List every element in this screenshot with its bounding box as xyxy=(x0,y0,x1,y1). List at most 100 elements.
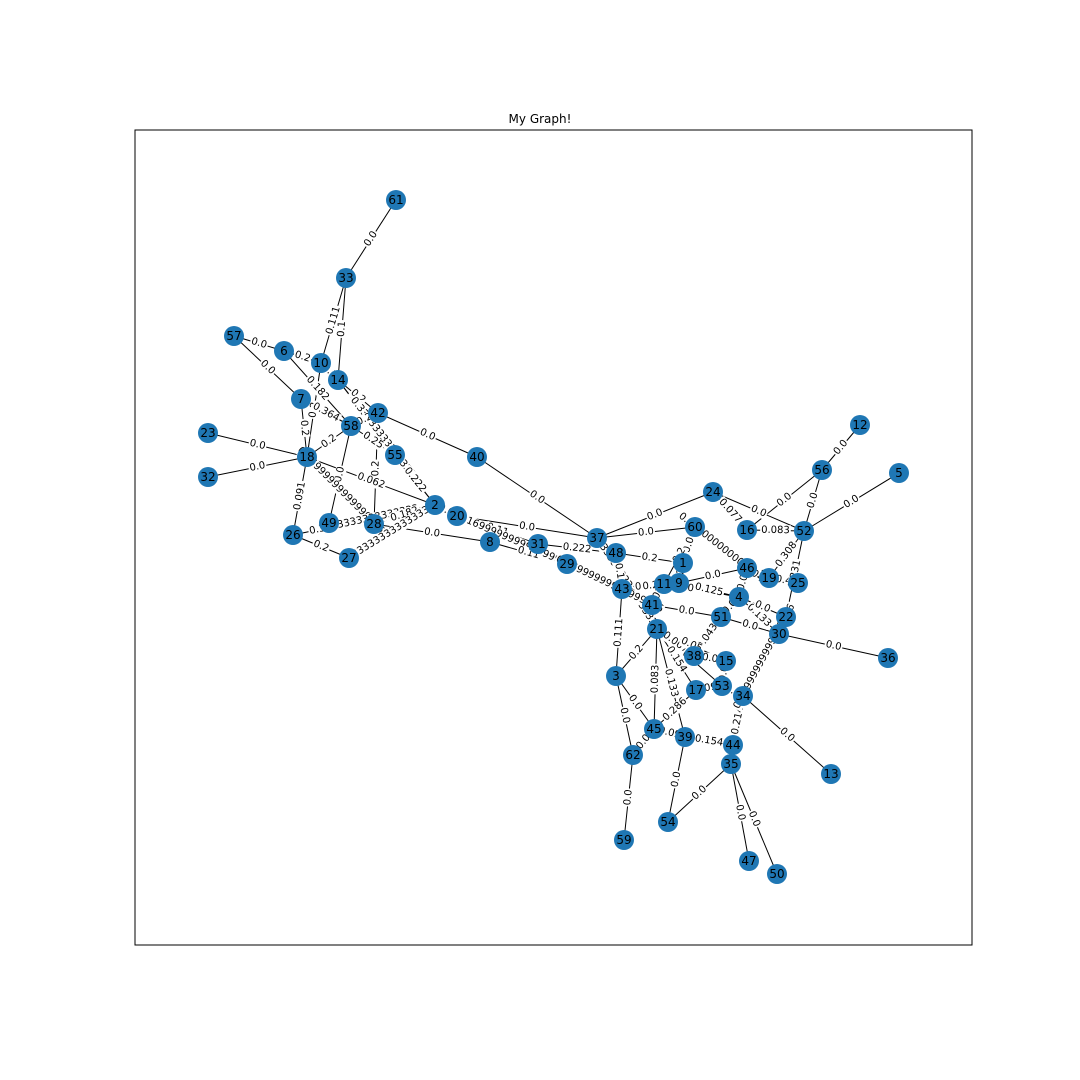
edge-label-group: 0.2 xyxy=(297,418,311,438)
edge-labels-layer: 0.00.1110.10.00.00.20.1820.10.20.20.5450… xyxy=(247,228,863,830)
node-circle xyxy=(850,415,870,435)
node-circle xyxy=(311,353,331,373)
node-29: 29 xyxy=(557,554,577,574)
edge-label-background xyxy=(626,642,647,663)
node-circle xyxy=(723,735,743,755)
edge-label-background xyxy=(517,520,537,534)
node-label: 54 xyxy=(660,815,675,829)
node-label: 28 xyxy=(366,517,381,531)
edge-label-background xyxy=(323,304,344,337)
edge-label: 0.0 xyxy=(622,789,635,806)
edge-label-group: 0.0 xyxy=(840,492,863,512)
node-circle xyxy=(297,447,317,467)
node-circle xyxy=(557,554,577,574)
edge-label: 0.133 xyxy=(662,668,680,698)
node-circle xyxy=(711,607,731,627)
node-label: 49 xyxy=(321,516,336,530)
node-55: 55 xyxy=(385,445,405,465)
node-57: 57 xyxy=(224,326,244,346)
node-52: 52 xyxy=(794,521,814,541)
node-33: 33 xyxy=(336,268,356,288)
node-54: 54 xyxy=(658,812,678,832)
node-circle xyxy=(776,607,796,627)
edge-label-group: 0.083 xyxy=(649,663,662,695)
edge-label-background xyxy=(292,349,313,365)
node-label: 38 xyxy=(686,649,701,663)
edge-label: 0.2 xyxy=(641,551,658,564)
node-circle xyxy=(385,445,405,465)
node-label: 30 xyxy=(771,627,786,641)
edge-label-background xyxy=(417,426,438,444)
edge-label-group: 0.0 xyxy=(361,228,381,250)
edge-label-background xyxy=(752,598,773,616)
edge-label-background xyxy=(561,541,593,556)
node-20: 20 xyxy=(447,506,467,526)
node-label: 12 xyxy=(852,418,867,432)
node-label: 33 xyxy=(338,271,353,285)
node-circle xyxy=(654,574,674,594)
edge-label-background xyxy=(291,479,309,513)
node-circle xyxy=(878,648,898,668)
node-circle xyxy=(712,676,732,696)
node-19: 19 xyxy=(759,568,779,588)
edge-label: 0.364 xyxy=(311,401,341,424)
node-label: 4 xyxy=(735,590,743,604)
node-circle xyxy=(368,403,388,423)
node-label: 59 xyxy=(616,833,631,847)
node-circle xyxy=(788,573,808,593)
edge-label: 0.0 xyxy=(842,493,861,511)
node-5: 5 xyxy=(889,463,909,483)
node-label: 29 xyxy=(559,557,574,571)
node-label: 24 xyxy=(705,485,720,499)
node-circle xyxy=(733,686,753,706)
node-circle xyxy=(669,573,689,593)
edge-label-background xyxy=(840,492,863,512)
node-label: 53 xyxy=(714,679,729,693)
node-label: 58 xyxy=(343,419,358,433)
node-label: 17 xyxy=(688,683,703,697)
edge-label: 0.083 xyxy=(650,665,662,694)
edge-label-group: 0.0 xyxy=(676,604,697,618)
node-label: 43 xyxy=(614,582,629,596)
edge-label-background xyxy=(388,504,421,525)
node-label: 52 xyxy=(796,524,811,538)
edge-label-group: 0.0 xyxy=(700,651,720,666)
edge-label: 0.0 xyxy=(704,568,722,582)
node-circle xyxy=(274,341,294,361)
node-30: 30 xyxy=(769,624,789,644)
node-32: 32 xyxy=(198,467,218,487)
node-label: 42 xyxy=(370,406,385,420)
edge-label-background xyxy=(401,464,429,496)
edge-label-background xyxy=(612,561,626,581)
edge-label-group: 0.0 xyxy=(748,502,769,521)
edge-label-background xyxy=(729,704,747,737)
node-15: 15 xyxy=(716,651,736,671)
node-label: 46 xyxy=(739,561,754,575)
node-label: 35 xyxy=(723,757,738,771)
edge-label-background xyxy=(310,538,332,555)
edge-label: 0.0 xyxy=(527,488,546,506)
node-circle xyxy=(769,624,789,644)
edge-label-background xyxy=(335,319,349,339)
node-circle xyxy=(319,513,339,533)
edge-label-group: 0.111 xyxy=(612,616,626,649)
node-label: 25 xyxy=(790,576,805,590)
edge-label: 0.154 xyxy=(694,733,724,749)
edge-label-group: 0.0 xyxy=(617,705,632,726)
edge-label-background xyxy=(639,551,660,565)
edge-label-group: 0.2 xyxy=(639,551,660,565)
node-circle xyxy=(889,463,909,483)
node-circle xyxy=(703,482,723,502)
edge-label-group: 0.0 xyxy=(739,617,761,634)
edge-label: 0.083 xyxy=(761,525,790,537)
node-label: 8 xyxy=(486,535,494,549)
edge-label-background xyxy=(663,643,690,676)
node-6: 6 xyxy=(274,341,294,361)
edge-label: 0.2 xyxy=(298,420,311,437)
node-label: 19 xyxy=(761,571,776,585)
node-label: 10 xyxy=(313,356,328,370)
node-circle xyxy=(684,646,704,666)
node-3: 3 xyxy=(606,666,626,686)
